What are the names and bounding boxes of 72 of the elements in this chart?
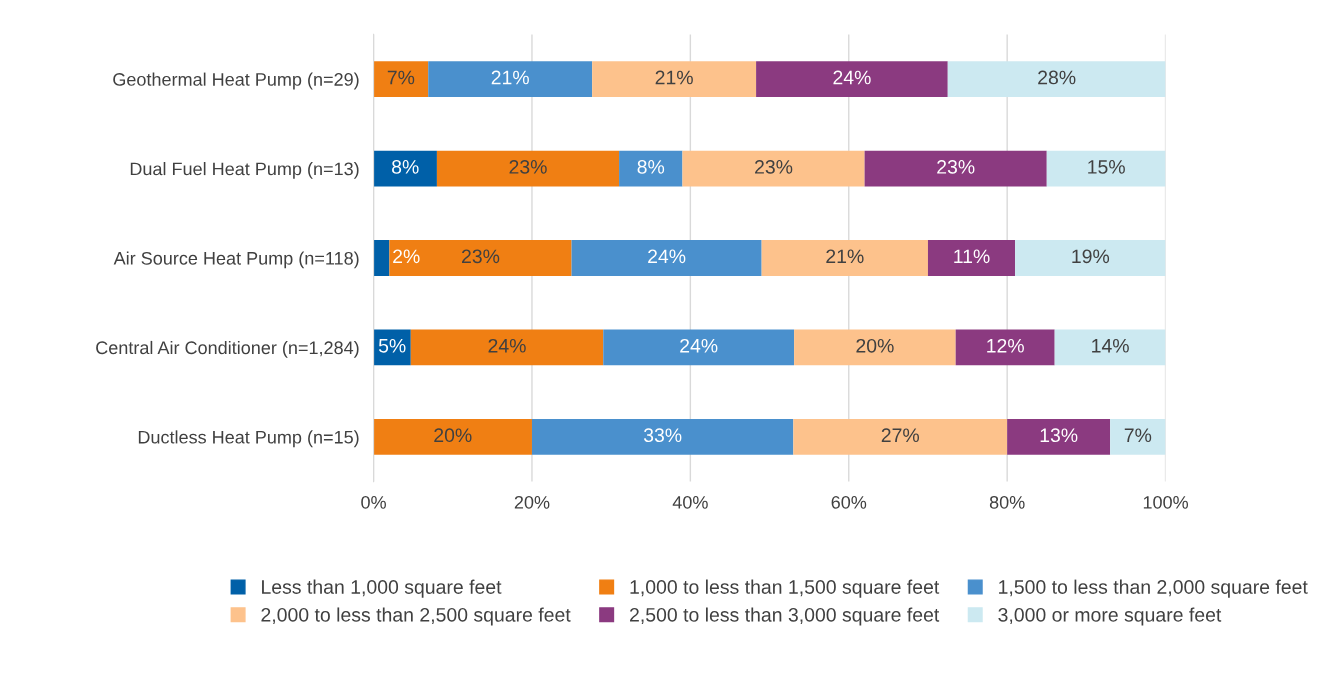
bar	[682, 150, 865, 187]
bar	[603, 329, 795, 366]
y-tick-label: Geothermal Heat Pump (n=29)	[113, 72, 359, 90]
bar	[927, 240, 1016, 276]
bar	[531, 418, 794, 455]
bar	[428, 61, 593, 98]
data-label: 24%	[680, 338, 718, 353]
data-label: 28%	[1038, 70, 1076, 85]
bar	[389, 240, 572, 276]
data-label: 14%	[1092, 338, 1129, 353]
data-label: 2%	[393, 249, 420, 264]
bar	[571, 240, 762, 276]
data-label: 8%	[637, 160, 665, 174]
bar	[864, 150, 1047, 187]
legend-label: 2,500 to less than 3,000 square feet	[630, 607, 940, 626]
bar	[947, 61, 1166, 98]
legend-label: 3,000 or more square feet	[998, 607, 1222, 626]
data-label: 20%	[856, 338, 894, 353]
legend-label: 1,000 to less than 1,500 square feet	[630, 579, 940, 598]
data-label: 23%	[937, 160, 975, 174]
data-label: 24%	[648, 249, 686, 264]
bar	[373, 61, 429, 98]
data-label: 19%	[1072, 249, 1110, 264]
x-tick-label: 20%	[514, 495, 550, 509]
data-label: 7%	[1124, 428, 1152, 443]
bar	[592, 61, 757, 98]
data-label: 8%	[392, 160, 419, 174]
bar	[793, 418, 1008, 455]
bar	[373, 240, 390, 276]
bar	[1054, 329, 1166, 366]
data-label: 27%	[881, 428, 920, 443]
legend-label: 1,500 to less than 2,000 square feet	[999, 579, 1308, 598]
data-label: 33%	[643, 428, 682, 443]
bar	[955, 329, 1055, 366]
x-tick-label: 60%	[831, 495, 867, 509]
data-label: 5%	[378, 338, 406, 353]
data-label: 11%	[954, 249, 990, 264]
data-label: 7%	[387, 70, 415, 85]
data-label: 23%	[462, 249, 500, 264]
data-label: 12%	[987, 338, 1024, 353]
bar	[1110, 418, 1166, 455]
data-label: 23%	[509, 160, 547, 174]
data-label: 20%	[434, 428, 472, 443]
data-label: 24%	[488, 338, 526, 353]
y-tick-label: Air Source Heat Pump (n=118)	[113, 251, 359, 269]
data-label: 15%	[1088, 160, 1125, 174]
data-label: 24%	[833, 70, 871, 85]
data-label: 13%	[1040, 428, 1078, 443]
bar	[436, 150, 620, 187]
bar	[1015, 240, 1166, 276]
bar	[619, 150, 683, 187]
bar	[1007, 418, 1111, 455]
x-tick-label: 100%	[1143, 495, 1189, 509]
x-tick-label: 80%	[989, 495, 1025, 509]
bar	[794, 329, 956, 366]
bar	[373, 150, 437, 187]
x-tick-label: 40%	[672, 495, 708, 509]
x-tick-label: 0%	[361, 495, 386, 509]
y-tick-label: Dual Fuel Heat Pump (n=13)	[130, 162, 359, 179]
data-label: 21%	[655, 70, 693, 85]
legend-label: 2,000 to less than 2,500 square feet	[261, 607, 571, 626]
legend-label: Less than 1,000 square feet	[262, 579, 502, 598]
bar	[761, 240, 928, 276]
data-label: 23%	[755, 160, 793, 174]
bar	[410, 329, 604, 366]
y-tick-label: Ductless Heat Pump (n=15)	[138, 430, 359, 448]
data-label: 21%	[826, 249, 864, 264]
data-label: 21%	[491, 70, 529, 85]
y-tick-label: Central Air Conditioner (n=1,284)	[96, 340, 359, 358]
bar	[373, 418, 532, 455]
bar	[1046, 150, 1166, 187]
bar	[756, 61, 948, 98]
